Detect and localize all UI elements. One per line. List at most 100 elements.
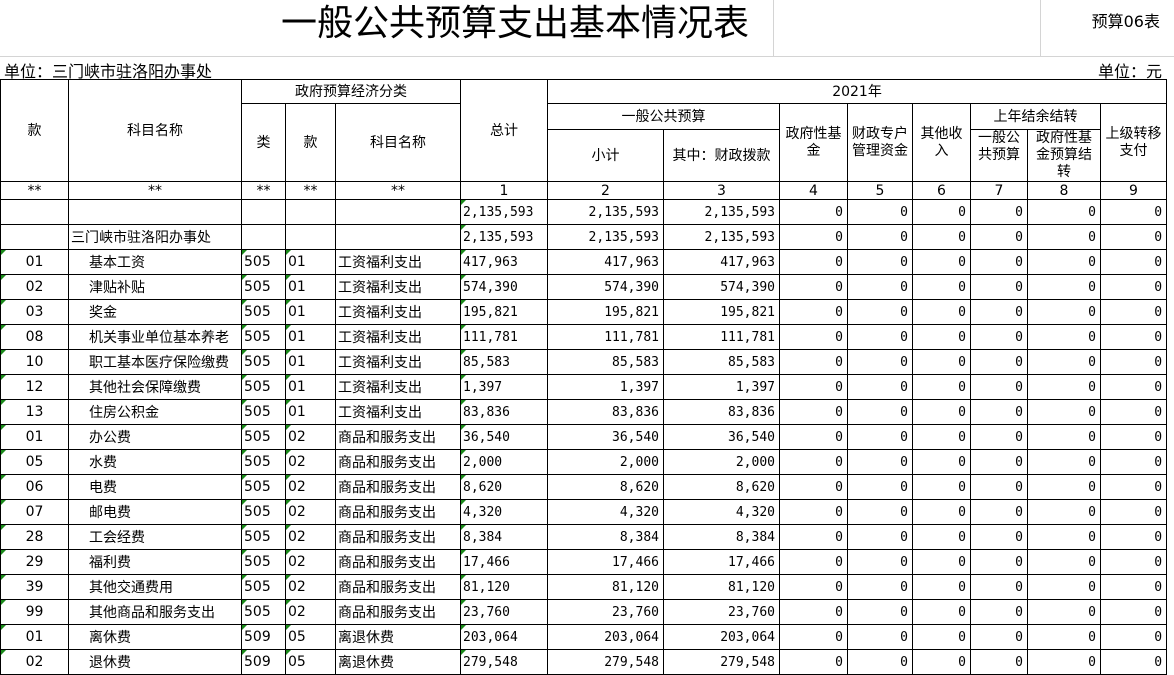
cell-other-income[interactable]: 0 [912, 574, 971, 600]
cell-econ-lei[interactable]: 505 [241, 574, 286, 600]
cell-econ-kuan[interactable] [285, 224, 336, 250]
cell-subtotal[interactable]: 81,120 [547, 574, 664, 600]
col-general-budget[interactable]: 一般公共预算 [547, 103, 780, 130]
cell-gov-fund[interactable]: 0 [779, 324, 848, 350]
cell-gov-fund[interactable]: 0 [779, 599, 848, 625]
cell-carry-general[interactable]: 0 [970, 474, 1028, 500]
cell-econ-name[interactable]: 商品和服务支出 [335, 599, 461, 625]
cell-econ-kuan[interactable]: 01 [285, 374, 336, 400]
cell-other-income[interactable]: 0 [912, 624, 971, 650]
cell-other-income[interactable]: 0 [912, 549, 971, 575]
cell-total[interactable]: 574,390 [460, 274, 548, 300]
cell-econ-kuan[interactable]: 05 [285, 649, 336, 675]
cell-carry-general[interactable]: 0 [970, 549, 1028, 575]
col-econ-group[interactable]: 政府预算经济分类 [241, 79, 461, 104]
cell-econ-lei[interactable]: 505 [241, 249, 286, 275]
cell-carry-general[interactable]: 0 [970, 399, 1028, 425]
cell-total[interactable]: 2,135,593 [460, 224, 548, 250]
cell-special-account[interactable]: 0 [847, 424, 913, 450]
cell-carry-gov-fund[interactable]: 0 [1027, 549, 1101, 575]
cell-subject-name[interactable]: 福利费 [68, 549, 242, 575]
cell-total[interactable]: 4,320 [460, 499, 548, 525]
cell-fiscal[interactable]: 2,135,593 [663, 199, 780, 225]
cell-gov-fund[interactable]: 0 [779, 224, 848, 250]
cell-transfer[interactable]: 0 [1099, 274, 1168, 300]
cell-subtotal[interactable]: 111,781 [547, 324, 664, 350]
cell-subtotal[interactable]: 574,390 [547, 274, 664, 300]
cell-transfer[interactable]: 0 [1099, 474, 1168, 500]
cell-subject-name[interactable]: 其他社会保障缴费 [68, 374, 242, 400]
cell-kuan[interactable] [0, 224, 69, 250]
cell-econ-lei[interactable]: 505 [241, 449, 286, 475]
col-special-account[interactable]: 财政专户管理资金 [847, 103, 913, 182]
cell-kuan[interactable]: 01 [0, 249, 69, 275]
cell-fiscal[interactable]: 111,781 [663, 324, 780, 350]
cell-other-income[interactable]: 0 [912, 599, 971, 625]
cell-carry-gov-fund[interactable]: 0 [1027, 474, 1101, 500]
cell-subject-name[interactable]: 职工基本医疗保险缴费 [68, 349, 242, 375]
cell-transfer[interactable]: 0 [1099, 449, 1168, 475]
cell-gov-fund[interactable]: 0 [779, 274, 848, 300]
cell-gov-fund[interactable]: 0 [779, 449, 848, 475]
cell-gov-fund[interactable]: 0 [779, 549, 848, 575]
cell-carry-gov-fund[interactable]: 0 [1027, 449, 1101, 475]
cell-econ-kuan[interactable]: 02 [285, 474, 336, 500]
cell-subtotal[interactable]: 203,064 [547, 624, 664, 650]
cell-subtotal[interactable]: 195,821 [547, 299, 664, 325]
cell-gov-fund[interactable]: 0 [779, 199, 848, 225]
cell-kuan[interactable]: 10 [0, 349, 69, 375]
cell-subject-name[interactable]: 邮电费 [68, 499, 242, 525]
cell-special-account[interactable]: 0 [847, 399, 913, 425]
cell-fiscal[interactable]: 203,064 [663, 624, 780, 650]
cell-carry-gov-fund[interactable]: 0 [1027, 574, 1101, 600]
cell-total[interactable]: 279,548 [460, 649, 548, 675]
cell-econ-lei[interactable] [241, 199, 286, 225]
cell-special-account[interactable]: 0 [847, 449, 913, 475]
cell-gov-fund[interactable]: 0 [779, 424, 848, 450]
cell-total[interactable]: 81,120 [460, 574, 548, 600]
cell-transfer[interactable]: 0 [1099, 399, 1168, 425]
cell-transfer[interactable]: 0 [1099, 424, 1168, 450]
cell-subject-name[interactable]: 工会经费 [68, 524, 242, 550]
cell-fiscal[interactable]: 8,384 [663, 524, 780, 550]
cell-econ-lei[interactable]: 505 [241, 524, 286, 550]
cell-total[interactable]: 417,963 [460, 249, 548, 275]
cell-kuan[interactable]: 02 [0, 274, 69, 300]
cell-econ-name[interactable]: 商品和服务支出 [335, 549, 461, 575]
cell-econ-name[interactable]: 离退休费 [335, 649, 461, 675]
cell-econ-kuan[interactable]: 01 [285, 349, 336, 375]
cell-carry-gov-fund[interactable]: 0 [1027, 349, 1101, 375]
cell-total[interactable]: 36,540 [460, 424, 548, 450]
cell-subject-name[interactable]: 其他商品和服务支出 [68, 599, 242, 625]
col-carryover[interactable]: 上年结余结转 [970, 103, 1101, 130]
cell-econ-kuan[interactable]: 01 [285, 399, 336, 425]
cell-subject-name[interactable]: 奖金 [68, 299, 242, 325]
cell-subject-name[interactable]: 离休费 [68, 624, 242, 650]
cell-fiscal[interactable]: 8,620 [663, 474, 780, 500]
cell-subtotal[interactable]: 279,548 [547, 649, 664, 675]
col-econ-name[interactable]: 科目名称 [335, 103, 461, 182]
cell-carry-gov-fund[interactable]: 0 [1027, 299, 1101, 325]
cell-kuan[interactable]: 13 [0, 399, 69, 425]
cell-carry-general[interactable]: 0 [970, 524, 1028, 550]
cell-carry-general[interactable]: 0 [970, 224, 1028, 250]
cell-econ-name[interactable]: 工资福利支出 [335, 399, 461, 425]
cell-carry-gov-fund[interactable]: 0 [1027, 399, 1101, 425]
cell-other-income[interactable]: 0 [912, 224, 971, 250]
cell-econ-kuan[interactable]: 02 [285, 499, 336, 525]
cell-other-income[interactable]: 0 [912, 299, 971, 325]
cell-kuan[interactable]: 05 [0, 449, 69, 475]
cell-other-income[interactable]: 0 [912, 324, 971, 350]
cell-subtotal[interactable]: 417,963 [547, 249, 664, 275]
cell-subject-name[interactable]: 办公费 [68, 424, 242, 450]
cell-total[interactable]: 2,135,593 [460, 199, 548, 225]
cell-fiscal[interactable]: 2,000 [663, 449, 780, 475]
cell-fiscal[interactable]: 85,583 [663, 349, 780, 375]
cell-econ-lei[interactable]: 509 [241, 649, 286, 675]
cell-subject-name[interactable]: 机关事业单位基本养老 [68, 324, 242, 350]
cell-econ-kuan[interactable]: 01 [285, 324, 336, 350]
cell-econ-kuan[interactable]: 01 [285, 299, 336, 325]
cell-special-account[interactable]: 0 [847, 224, 913, 250]
col-econ-lei[interactable]: 类 [241, 103, 286, 182]
cell-special-account[interactable]: 0 [847, 249, 913, 275]
